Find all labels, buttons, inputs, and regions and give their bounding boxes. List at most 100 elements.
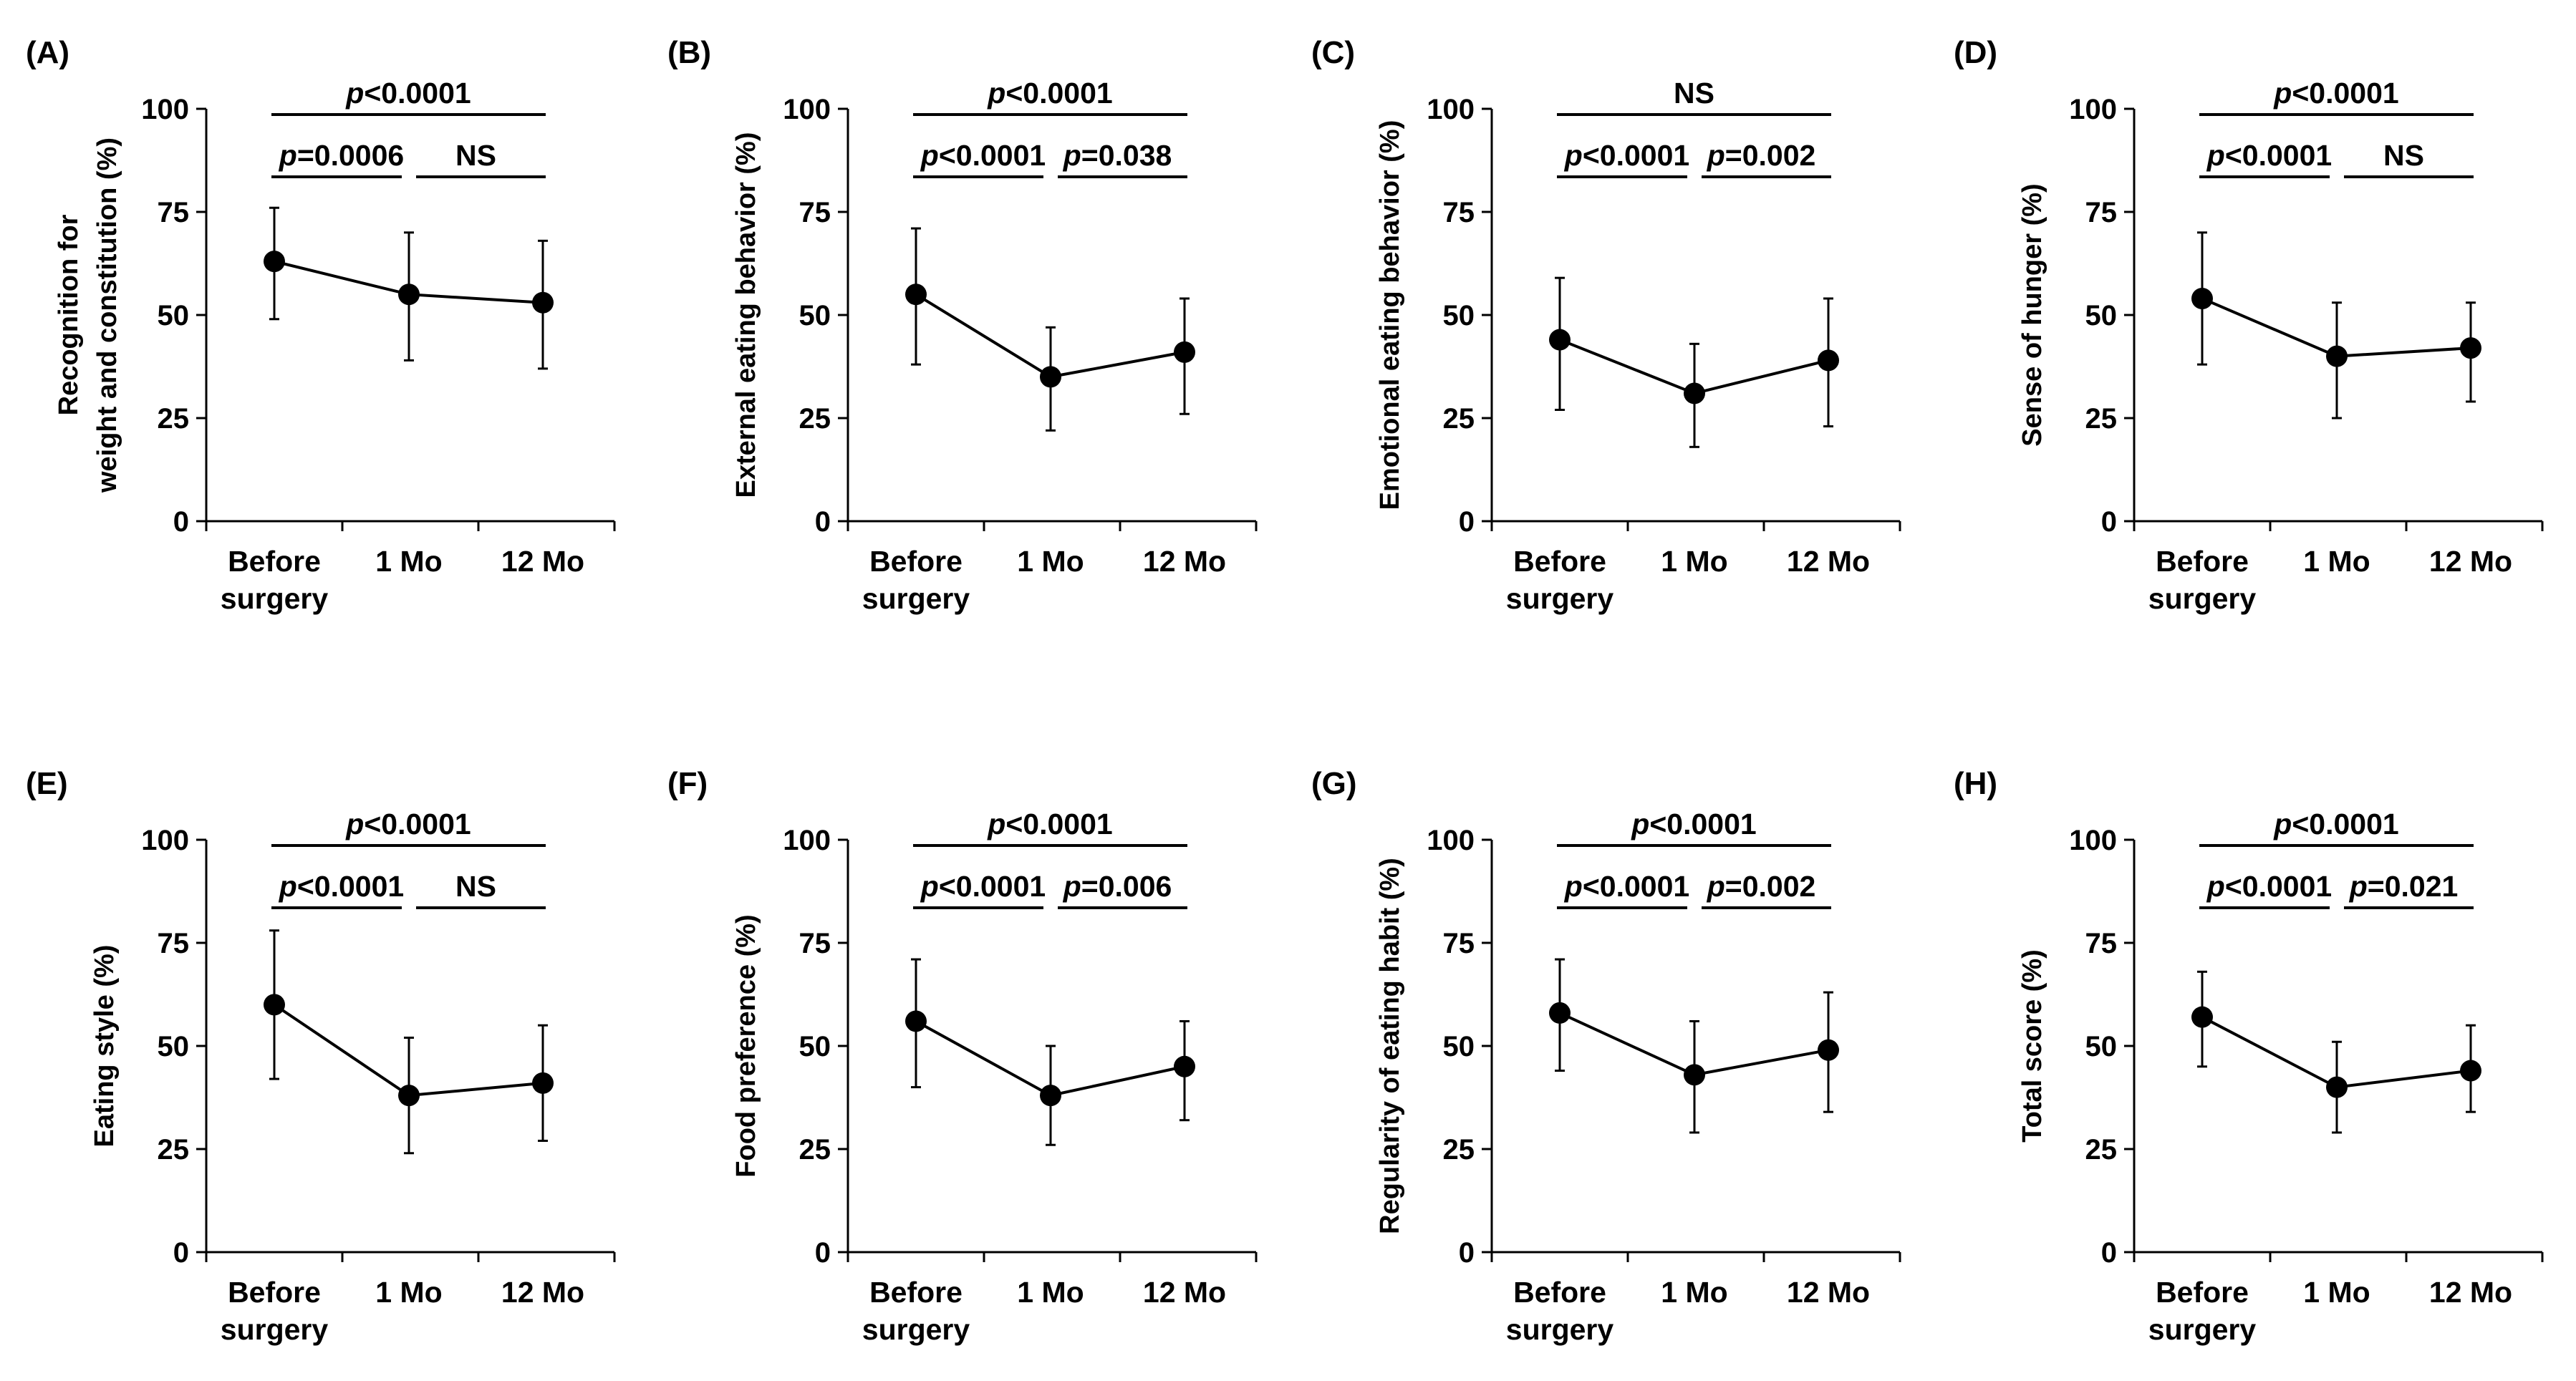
x-category-label: Before <box>2156 545 2249 578</box>
data-point <box>1684 1064 1705 1086</box>
panel-label: (D) <box>1954 35 1997 70</box>
x-category-label: surgery <box>2148 582 2257 615</box>
x-category-label: 1 Mo <box>1661 1276 1727 1309</box>
p-symbol: p <box>1564 870 1583 903</box>
y-axis-label: weight and constitution (%) <box>92 137 122 493</box>
y-axis-label: External eating behavior (%) <box>731 132 761 498</box>
significance-value: NS <box>455 870 496 903</box>
significance-value: <0.0001 <box>939 139 1046 172</box>
y-tick-label: 25 <box>799 1134 831 1166</box>
panel-b: (B) 0 25 50 75 100 Before surgery 1 Mo 12 Mo Exter… <box>667 35 1258 615</box>
y-axis-label: Food preference (%) <box>731 914 761 1177</box>
significance-label: p=0.002 <box>1707 139 1816 172</box>
y-tick-label: 100 <box>141 94 189 125</box>
significance-label: NS <box>1674 77 1714 110</box>
data-point <box>905 1010 927 1032</box>
y-tick-label: 0 <box>173 1237 189 1269</box>
data-point <box>532 291 554 314</box>
y-tick-label: 50 <box>1443 300 1475 331</box>
y-tick-label: 75 <box>2085 928 2118 959</box>
significance-label: p<0.0001 <box>1631 808 1756 840</box>
x-category-label: Before <box>869 1276 963 1309</box>
significance-value: <0.0001 <box>1649 808 1756 840</box>
significance-value: =0.006 <box>1081 870 1172 903</box>
panel-g: (G) 0 25 50 75 100 Before surgery 1 Mo 12 Mo Regul… <box>1311 766 1901 1346</box>
significance-label: p=0.002 <box>1707 870 1816 903</box>
y-tick-label: 50 <box>158 1031 190 1062</box>
panel-label: (G) <box>1311 766 1357 801</box>
y-tick-label: 75 <box>158 197 190 228</box>
significance-value: <0.0001 <box>364 808 471 840</box>
significance-label: p<0.0001 <box>920 139 1046 172</box>
p-symbol: p <box>987 808 1005 840</box>
significance-value: <0.0001 <box>1583 139 1689 172</box>
y-tick-label: 50 <box>799 1031 831 1062</box>
panel-c: (C) 0 25 50 75 100 Before surgery 1 Mo 12 Mo Emoti… <box>1311 35 1901 615</box>
significance-value: <0.0001 <box>364 77 471 110</box>
data-point <box>1549 1002 1571 1024</box>
significance-label: p=0.0006 <box>279 139 404 172</box>
panel-label: (H) <box>1954 766 1997 801</box>
significance-value: NS <box>1674 77 1714 110</box>
significance-label: NS <box>455 870 496 903</box>
y-tick-label: 0 <box>815 506 831 538</box>
significance-label: p=0.021 <box>2349 870 2459 903</box>
y-tick-label: 100 <box>2069 825 2117 856</box>
y-tick-label: 25 <box>2085 403 2118 435</box>
x-category-label: 12 Mo <box>1787 1276 1870 1309</box>
significance-label: p<0.0001 <box>920 870 1046 903</box>
y-tick-label: 75 <box>1443 197 1475 228</box>
y-tick-label: 25 <box>158 1134 190 1166</box>
significance-value: =0.002 <box>1725 139 1816 172</box>
x-category-label: Before <box>228 545 321 578</box>
y-tick-label: 50 <box>158 300 190 331</box>
p-symbol: p <box>1063 870 1081 903</box>
x-category-label: 1 Mo <box>2303 1276 2370 1309</box>
significance-value: <0.0001 <box>1583 870 1689 903</box>
significance-value: <0.0001 <box>297 870 404 903</box>
significance-value: <0.0001 <box>2292 77 2398 110</box>
y-axis-label: Regularity of eating habit (%) <box>1375 858 1405 1234</box>
y-tick-label: 100 <box>783 825 831 856</box>
significance-value: =0.038 <box>1081 139 1172 172</box>
y-tick-label: 50 <box>799 300 831 331</box>
significance-label: p<0.0001 <box>2273 808 2398 840</box>
y-tick-label: 100 <box>141 825 189 856</box>
y-tick-label: 75 <box>799 197 831 228</box>
p-symbol: p <box>1707 139 1725 172</box>
x-category-label: surgery <box>1506 582 1614 615</box>
data-point <box>1174 1055 1195 1077</box>
data-point <box>2460 1060 2481 1082</box>
y-tick-label: 100 <box>2069 94 2117 125</box>
significance-value: <0.0001 <box>2292 808 2398 840</box>
panel-e: (E) 0 25 50 75 100 Before surgery 1 Mo 12 Mo Eatin… <box>26 766 616 1346</box>
panel-h: (H) 0 25 50 75 100 Before surgery 1 Mo 12 Mo Total… <box>1954 766 2544 1346</box>
significance-value: NS <box>455 139 496 172</box>
y-tick-label: 75 <box>158 928 190 959</box>
data-point <box>2460 337 2481 359</box>
x-category-label: 1 Mo <box>1017 545 1084 578</box>
panel-d: (D) 0 25 50 75 100 Before surgery 1 Mo 12 Mo Sense… <box>1954 35 2544 615</box>
data-point <box>2326 345 2348 367</box>
x-category-label: surgery <box>221 582 329 615</box>
x-category-label: Before <box>2156 1276 2249 1309</box>
panel-label: (B) <box>667 35 711 70</box>
data-point <box>264 251 285 273</box>
y-tick-label: 25 <box>1443 403 1475 435</box>
significance-label: p<0.0001 <box>1564 139 1689 172</box>
panel-f: (F) 0 25 50 75 100 Before surgery 1 Mo 12 Mo Food … <box>667 766 1258 1346</box>
x-category-label: surgery <box>862 582 970 615</box>
x-category-label: 1 Mo <box>375 1276 442 1309</box>
y-axis-label: Eating style (%) <box>90 945 120 1148</box>
p-symbol: p <box>920 139 939 172</box>
panel-a: (A) 0 25 50 75 100 Before surgery 1 Mo 12 Mo Recog… <box>26 35 616 615</box>
significance-value: <0.0001 <box>1005 77 1112 110</box>
p-symbol: p <box>345 808 364 840</box>
p-symbol: p <box>1564 139 1583 172</box>
y-tick-label: 100 <box>1427 94 1475 125</box>
y-tick-label: 0 <box>2101 506 2117 538</box>
p-symbol: p <box>920 870 939 903</box>
x-category-label: surgery <box>2148 1313 2257 1346</box>
significance-label: NS <box>2383 139 2424 172</box>
x-category-label: 12 Mo <box>1143 1276 1226 1309</box>
